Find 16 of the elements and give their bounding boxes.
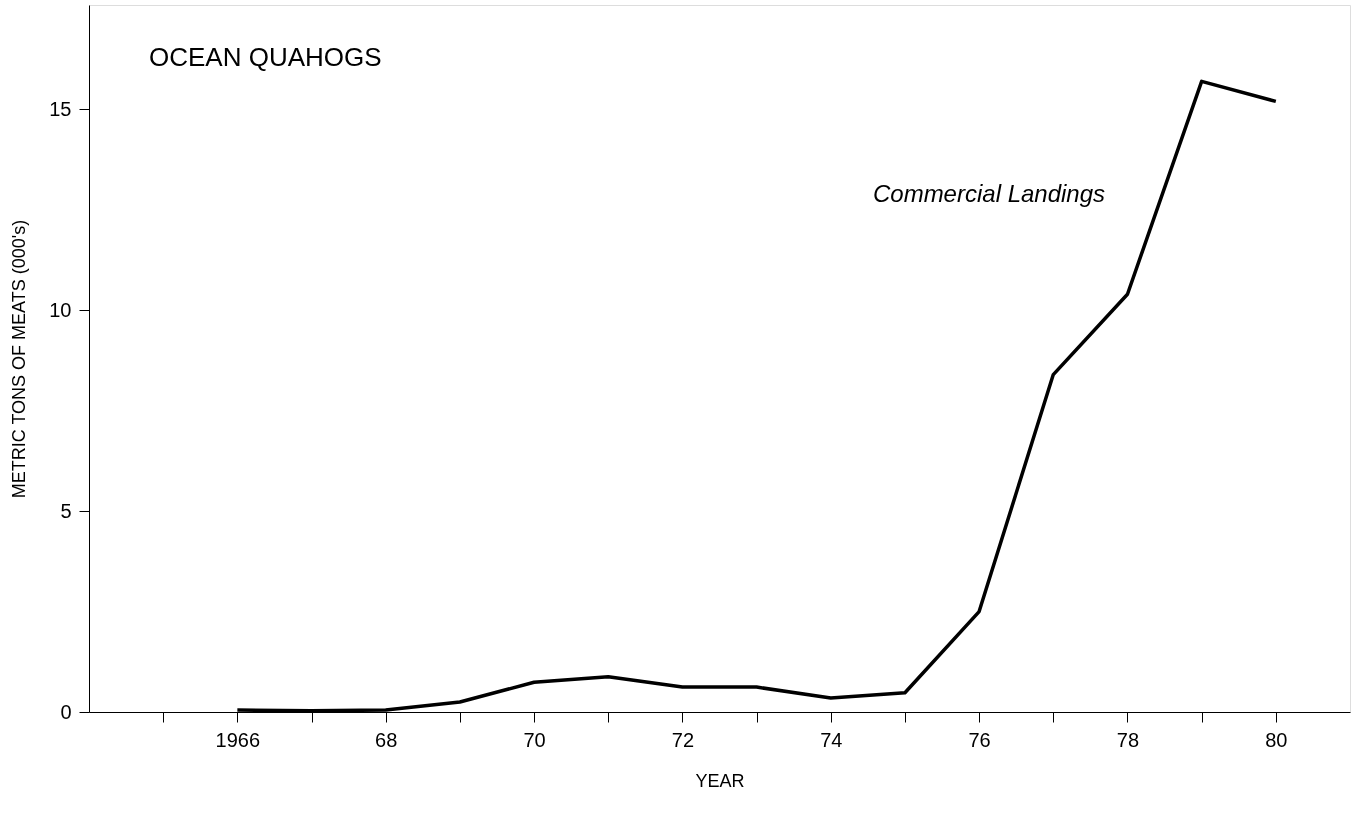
x-tick-label: 68 (375, 728, 398, 751)
x-axis-title: YEAR (695, 770, 745, 791)
y-tick-label: 15 (49, 97, 72, 120)
x-tick-label: 78 (1116, 728, 1140, 751)
x-tick-label: 70 (523, 728, 546, 751)
x-tick-label: 74 (820, 728, 843, 751)
y-tick-label: 10 (49, 298, 72, 321)
y-tick-label: 5 (60, 499, 72, 522)
x-tick-label: 80 (1265, 728, 1288, 751)
y-tick-label: 0 (60, 700, 72, 723)
text: OCEAN QUAHOGS (149, 42, 382, 72)
annotation: Commercial Landings (872, 180, 1106, 207)
y-axis-title: METRIC TONS OF MEATS (000's) (9, 219, 30, 499)
x-tick-label: 76 (968, 728, 991, 751)
x-tick-label: 1966 (215, 728, 261, 751)
x-tick-label: 72 (671, 728, 695, 751)
